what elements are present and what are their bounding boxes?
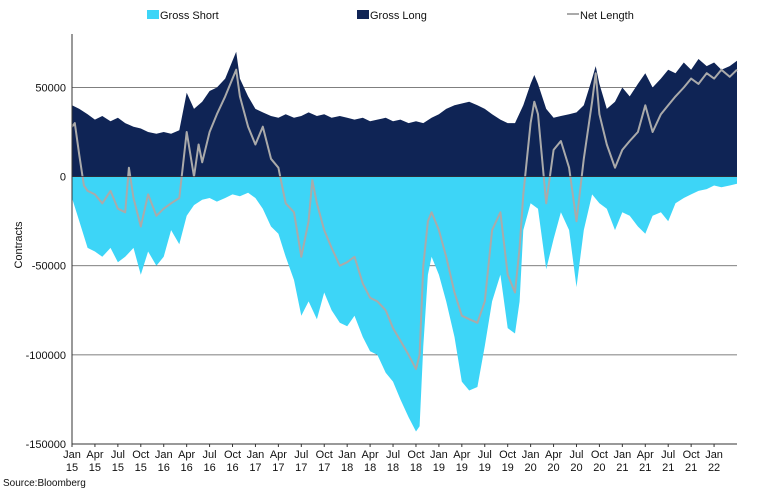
x-tick-label-year: 20 [547,462,559,474]
x-tick-label-year: 17 [272,462,284,474]
x-tick-label-month: Jan [247,449,265,461]
legend-item-net-length: Net Length [567,10,634,22]
x-tick-label-month: Jan [522,449,540,461]
x-tick-label-year: 20 [570,462,582,474]
y-tick-labels: 50000 0 -50000 -100000 -150000 [26,82,66,451]
legend-swatch-gross-long [357,10,369,19]
x-tick-label-year: 19 [456,462,468,474]
y-axis-title: Contracts [13,221,25,269]
x-tick-label-month: Apr [545,449,562,461]
x-tick-label-year: 15 [89,462,101,474]
x-tick-label-month: Jul [294,449,308,461]
x-tick-label-month: Oct [407,449,424,461]
y-tick-label: -50000 [32,261,66,273]
legend-item-gross-short: Gross Short [147,10,219,22]
x-tick-label-year: 17 [295,462,307,474]
y-tick-label: 50000 [35,82,66,94]
legend-label-gross-short: Gross Short [160,10,219,22]
legend: Gross Short Gross Long Net Length [147,10,634,22]
x-tick-label-month: Oct [683,449,700,461]
series-area-gross-long [72,51,737,177]
x-tick-label-month: Oct [316,449,333,461]
x-tick-label-year: 21 [639,462,651,474]
x-tick-label-month: Jan [63,449,81,461]
x-tick-label-month: Jul [661,449,675,461]
x-tick-label-month: Apr [178,449,195,461]
x-tick-label-year: 16 [226,462,238,474]
x-tick-label-month: Jan [155,449,173,461]
x-tick-label-month: Apr [86,449,103,461]
x-tick-label-year: 22 [708,462,720,474]
x-tick-label-month: Apr [270,449,287,461]
x-tick-label-year: 19 [433,462,445,474]
series-lines [71,68,738,371]
x-tick-label-month: Jul [386,449,400,461]
x-tick-label-year: 15 [112,462,124,474]
x-tick-label-year: 16 [158,462,170,474]
y-tick-label: -150000 [26,439,66,451]
x-tick-label-year: 15 [135,462,147,474]
axes [71,34,737,445]
x-tick-label-month: Jul [569,449,583,461]
x-tick-label-year: 19 [479,462,491,474]
x-tick-label-year: 20 [593,462,605,474]
source-note: Source:Bloomberg [3,478,86,489]
x-tick-label-year: 19 [502,462,514,474]
series-area-gross-short [72,176,737,432]
x-tick-label-month: Jan [613,449,631,461]
series-line-net-length [71,68,738,371]
x-tick-label-month: Apr [453,449,470,461]
legend-swatch-gross-short [147,10,159,19]
y-tick-label: -100000 [26,350,66,362]
y-tick-label: 0 [60,172,66,184]
x-tick-label-month: Jul [478,449,492,461]
x-tick-labels: Jan15Apr15Jul15Oct15Jan16Apr16Jul16Oct16… [63,444,723,474]
x-tick-label-year: 15 [66,462,78,474]
x-tick-label-month: Oct [224,449,241,461]
x-tick-label-year: 18 [341,462,353,474]
x-tick-label-month: Apr [637,449,654,461]
x-tick-label-month: Jan [705,449,723,461]
x-tick-label-month: Oct [499,449,516,461]
legend-label-net-length: Net Length [580,10,634,22]
x-tick-label-year: 18 [364,462,376,474]
series-areas [72,51,737,432]
x-tick-label-month: Oct [591,449,608,461]
x-tick-label-month: Oct [132,449,149,461]
x-tick-label-year: 21 [685,462,697,474]
x-tick-label-month: Jul [111,449,125,461]
legend-label-gross-long: Gross Long [370,10,427,22]
x-tick-label-year: 21 [662,462,674,474]
x-tick-label-year: 20 [524,462,536,474]
x-tick-label-month: Jan [430,449,448,461]
x-tick-label-month: Jan [338,449,356,461]
x-tick-label-year: 16 [203,462,215,474]
x-tick-label-month: Jul [203,449,217,461]
x-tick-label-year: 16 [181,462,193,474]
x-tick-label-year: 21 [616,462,628,474]
x-tick-label-year: 17 [249,462,261,474]
x-tick-label-year: 18 [387,462,399,474]
legend-item-gross-long: Gross Long [357,10,427,22]
x-tick-label-year: 18 [410,462,422,474]
x-tick-label-year: 17 [318,462,330,474]
x-tick-label-month: Apr [362,449,379,461]
